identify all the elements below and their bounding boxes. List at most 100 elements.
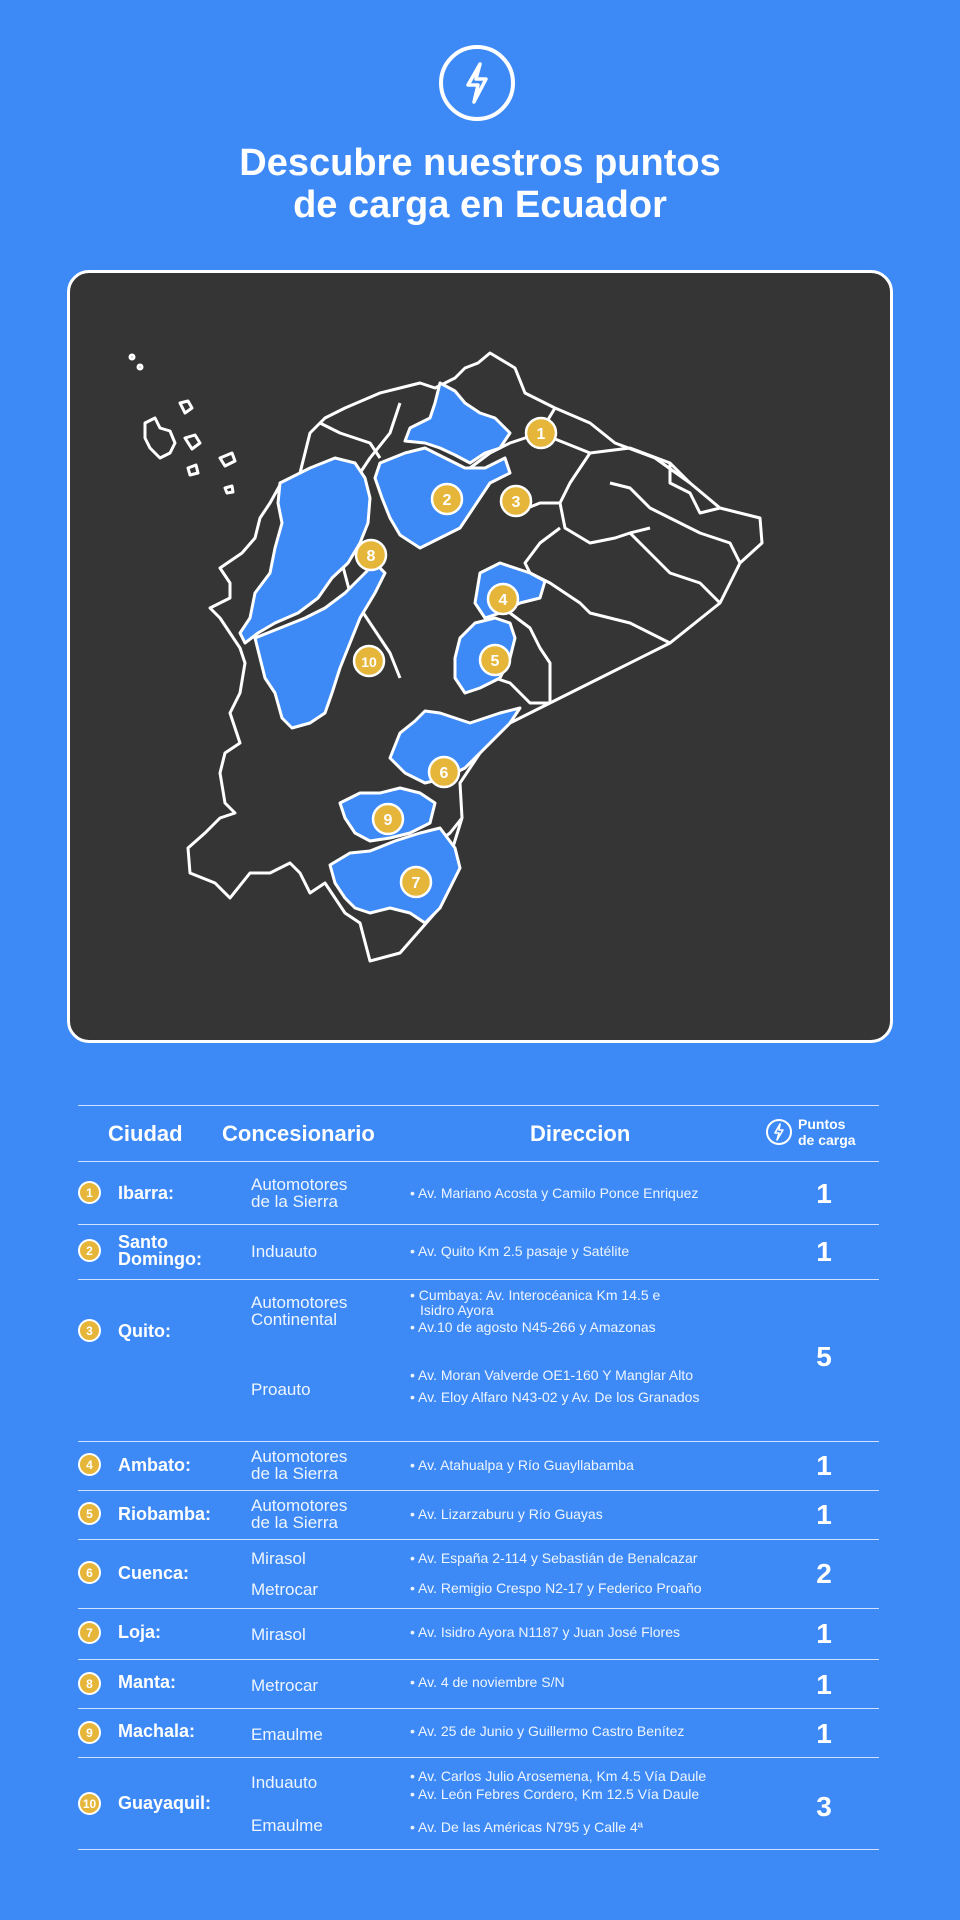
address: • Av.10 de agosto N45-266 y Amazonas — [410, 1319, 656, 1335]
points-count: 2 — [816, 1558, 832, 1589]
dealer-name: Induauto — [251, 1773, 318, 1792]
dealer-name: Emaulme — [251, 1725, 323, 1744]
header-puntos-line1: Puntos — [798, 1116, 846, 1132]
province-border — [539, 431, 692, 485]
address: • Av. Mariano Acosta y Camilo Ponce Enri… — [410, 1185, 699, 1201]
table-row: 5 Riobamba: Automotores de la Sierra • Av… — [78, 1491, 879, 1540]
dealer-name: Mirasol — [251, 1625, 306, 1644]
map-marker-label: 10 — [361, 654, 377, 670]
address: • Av. León Febres Cordero, Km 12.5 Vía D… — [410, 1786, 700, 1802]
map-marker-label: 7 — [412, 875, 421, 892]
title-line-2: de carga en Ecuador — [293, 184, 667, 226]
galapagos-island — [136, 363, 144, 371]
city-name: Ibarra: — [118, 1183, 175, 1203]
row-number-badge: 10 — [78, 1792, 101, 1815]
address: • Av. Lizarzaburu y Río Guayas — [410, 1506, 603, 1522]
points-count: 1 — [816, 1718, 832, 1749]
galapagos-island — [128, 353, 136, 361]
header-ciudad: Ciudad — [108, 1121, 183, 1146]
city-name: Manta: — [118, 1672, 176, 1692]
points-count: 1 — [816, 1450, 832, 1481]
dealer-name: Emaulme — [251, 1816, 323, 1835]
province-loja — [328, 826, 462, 925]
province-imbabura — [403, 381, 512, 465]
table-row: 1 Ibarra: Automotores de la Sierra • Av. … — [78, 1162, 879, 1225]
galapagos-island — [186, 463, 200, 477]
header-puntos-line2: de carga — [798, 1132, 856, 1148]
province-border — [558, 452, 651, 545]
city-name: Riobamba: — [118, 1504, 212, 1524]
table-row: 4 Ambato: Automotores de la Sierra • Av. … — [78, 1442, 879, 1491]
charging-points-table: Ciudad Concesionario Direccion Puntos de… — [78, 1105, 879, 1850]
dealer-name: Automotores de la Sierra — [251, 1496, 348, 1532]
points-count: 1 — [816, 1618, 832, 1649]
row-number-badge: 7 — [78, 1621, 101, 1644]
row-number-badge: 8 — [78, 1672, 101, 1695]
points-count: 1 — [816, 1499, 832, 1530]
map-marker-label: 3 — [512, 494, 521, 511]
city-name: Guayaquil: — [118, 1793, 212, 1813]
map-marker-1[interactable]: 1 — [524, 416, 558, 450]
address: • Av. 4 de noviembre S/N — [410, 1674, 565, 1690]
address: • Av. Moran Valverde OE1-160 Y Manglar A… — [410, 1367, 693, 1383]
dealer-name: Mirasol — [251, 1549, 306, 1568]
dealer-name: Automotores Continental — [251, 1293, 348, 1329]
dealer-name: Metrocar — [251, 1580, 319, 1599]
points-count: 1 — [816, 1178, 832, 1209]
row-number-badge: 9 — [78, 1721, 101, 1744]
address: • Av. Isidro Ayora N1187 y Juan José Flo… — [410, 1624, 681, 1640]
header-puntos: Puntos de carga — [766, 1116, 856, 1148]
map-marker-3[interactable]: 3 — [499, 484, 533, 518]
map-markers: 1 2 3 4 5 6 7 8 9 10 — [352, 416, 558, 899]
map-marker-5[interactable]: 5 — [478, 643, 512, 677]
galapagos-island — [223, 484, 235, 495]
address: • Av. De las Américas N795 y Calle 4ª — [410, 1819, 643, 1835]
map-marker-6[interactable]: 6 — [427, 755, 461, 789]
lightning-icon — [766, 1119, 792, 1145]
points-count: 1 — [816, 1669, 832, 1700]
row-number-badge: 6 — [78, 1561, 101, 1584]
city-name: Ambato: — [118, 1455, 191, 1475]
points-count: 3 — [816, 1791, 832, 1822]
province-border — [368, 622, 402, 679]
points-count: 5 — [816, 1341, 832, 1372]
table-row: 9 Machala: Emaulme • Av. 25 de Junio y G… — [78, 1709, 879, 1758]
dealer-name: Metrocar — [251, 1676, 319, 1695]
map-marker-2[interactable]: 2 — [430, 482, 464, 516]
dealer-name: Proauto — [251, 1380, 311, 1399]
province-azuay — [388, 706, 522, 785]
address: • Av. Quito Km 2.5 pasaje y Satélite — [410, 1243, 630, 1259]
map-marker-label: 4 — [499, 592, 508, 609]
province-guayas — [253, 561, 387, 730]
table-header: Ciudad Concesionario Direccion Puntos de… — [78, 1105, 879, 1162]
table-row: 2 Santo Domingo: Induauto • Av. Quito Km … — [78, 1225, 879, 1280]
map-marker-8[interactable]: 8 — [354, 538, 388, 572]
province-border — [668, 463, 721, 515]
galapagos-island — [218, 451, 237, 468]
points-count: 1 — [816, 1236, 832, 1267]
map-marker-7[interactable]: 7 — [399, 865, 433, 899]
province-border — [319, 421, 382, 459]
dealer-name: Automotores de la Sierra — [251, 1175, 348, 1211]
city-name: Machala: — [118, 1721, 196, 1741]
galapagos-island — [143, 416, 177, 460]
map-marker-10[interactable]: 10 — [352, 644, 386, 678]
ecuador-map — [128, 351, 764, 963]
map-marker-label: 9 — [384, 812, 393, 829]
map-marker-label: 6 — [440, 765, 449, 782]
map-marker-9[interactable]: 9 — [371, 802, 405, 836]
dealer-name: Induauto — [251, 1242, 318, 1261]
table-row: 8 Manta: Metrocar • Av. 4 de noviembre S… — [78, 1660, 879, 1709]
province-border — [509, 611, 552, 703]
map-marker-4[interactable]: 4 — [486, 582, 520, 616]
address: • Av. Carlos Julio Arosemena, Km 4.5 Vía… — [410, 1768, 707, 1784]
city-name: Santo Domingo: — [118, 1232, 202, 1269]
map-marker-label: 5 — [491, 653, 500, 670]
table-row: 10 Guayaquil: Induauto Emaulme • Av. Car… — [78, 1758, 879, 1850]
row-number-badge: 1 — [78, 1181, 101, 1204]
city-name: Cuenca: — [118, 1563, 190, 1583]
map-marker-label: 1 — [537, 426, 546, 443]
address: • Av. Atahualpa y Río Guayllabamba — [410, 1457, 634, 1473]
title-line-1: Descubre nuestros puntos — [239, 142, 721, 184]
galapagos-island — [183, 433, 202, 451]
